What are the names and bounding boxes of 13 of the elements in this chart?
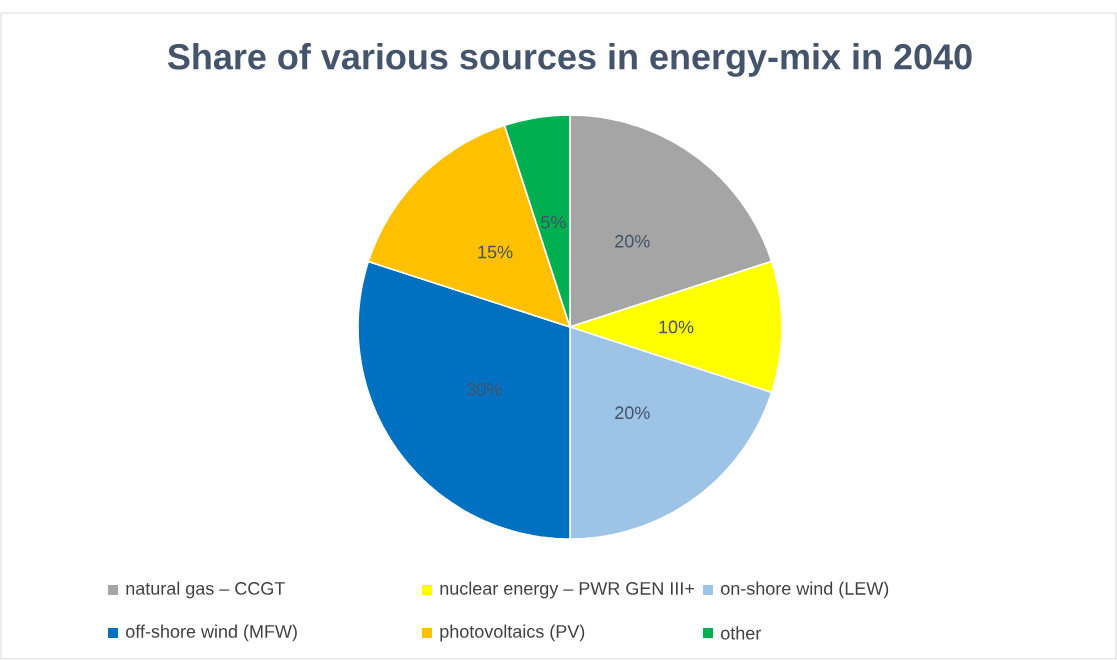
chart-title: Share of various sources in energy-mix in 2040 (167, 43, 972, 77)
data-label: 15% (478, 245, 513, 259)
data-label: 20% (615, 234, 650, 248)
legend-label: natural gas – CCGT (126, 581, 285, 599)
legend-label: off-shore wind (MFW) (126, 624, 297, 642)
data-label: 10% (659, 320, 694, 334)
legend-label: nuclear energy – PWR GEN III+ (440, 581, 694, 599)
data-label: 5% (541, 215, 566, 229)
legend-label: other (721, 626, 761, 640)
legend-label: photovoltaics (PV) (440, 624, 585, 642)
data-label: 20% (615, 406, 650, 420)
data-label: 30% (466, 382, 502, 396)
legend-label: on-shore wind (LEW) (721, 581, 889, 599)
